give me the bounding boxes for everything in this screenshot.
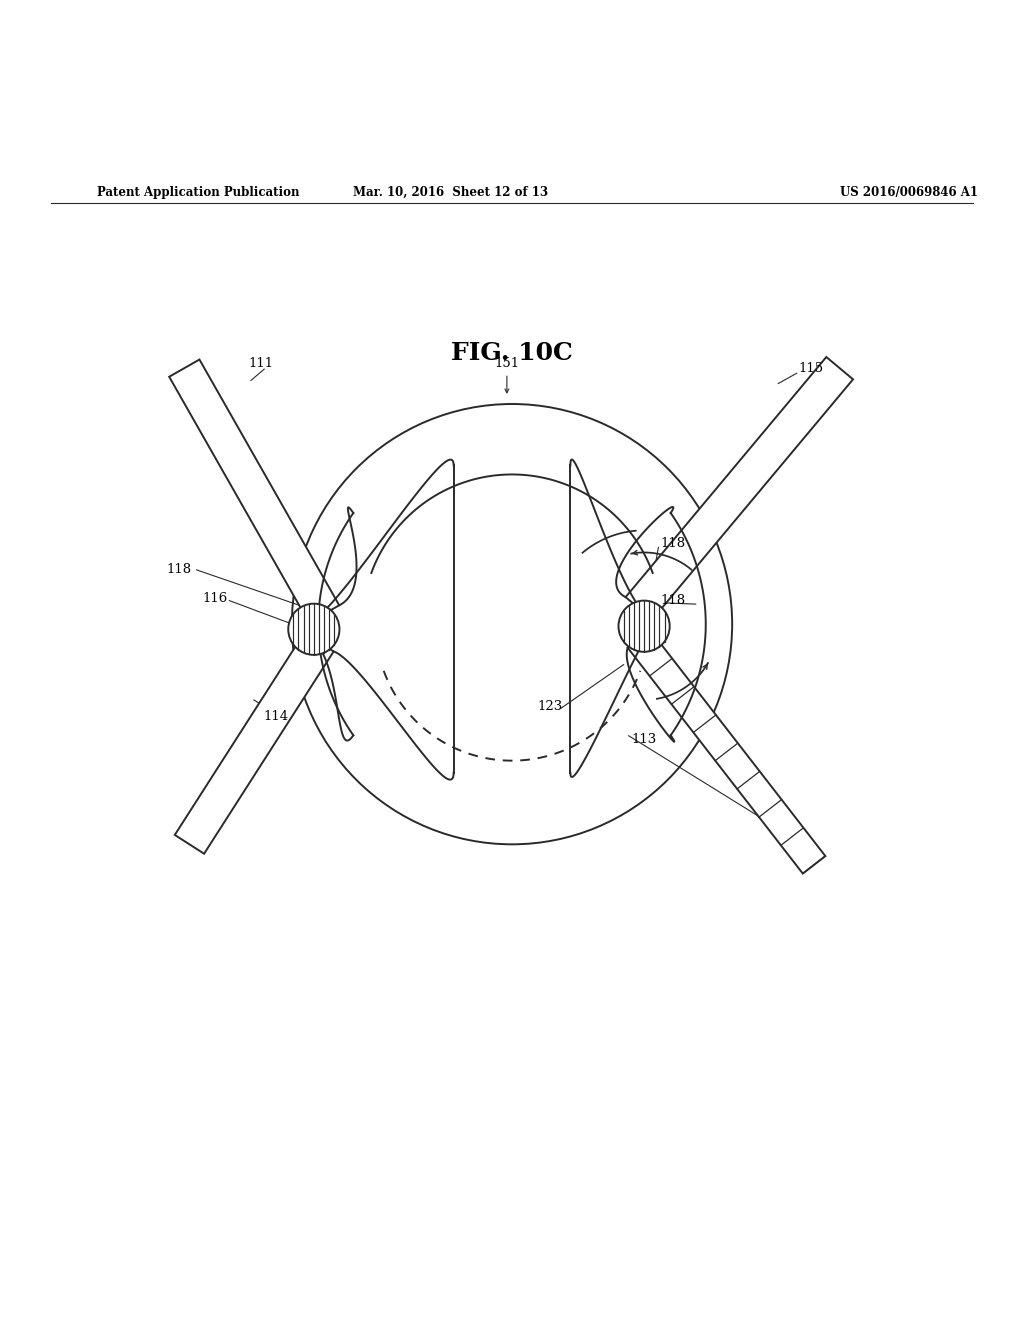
- Polygon shape: [626, 356, 853, 619]
- Text: 113: 113: [632, 734, 657, 746]
- Polygon shape: [175, 632, 334, 854]
- Text: 114: 114: [264, 710, 289, 723]
- Text: 115: 115: [799, 362, 824, 375]
- Text: Patent Application Publication: Patent Application Publication: [97, 186, 300, 198]
- Text: Mar. 10, 2016  Sheet 12 of 13: Mar. 10, 2016 Sheet 12 of 13: [353, 186, 548, 198]
- Circle shape: [618, 601, 670, 652]
- Circle shape: [289, 603, 340, 655]
- Circle shape: [292, 404, 732, 845]
- Text: 118: 118: [167, 564, 191, 577]
- Text: 118: 118: [660, 537, 686, 549]
- Text: 111: 111: [249, 356, 273, 370]
- Polygon shape: [169, 359, 339, 623]
- Text: 116: 116: [203, 593, 227, 605]
- Text: 123: 123: [538, 700, 562, 713]
- Text: FIG. 10C: FIG. 10C: [451, 341, 573, 364]
- Text: 151: 151: [495, 356, 519, 370]
- Polygon shape: [628, 630, 825, 874]
- Text: US 2016/0069846 A1: US 2016/0069846 A1: [840, 186, 978, 198]
- Text: 118: 118: [660, 594, 686, 607]
